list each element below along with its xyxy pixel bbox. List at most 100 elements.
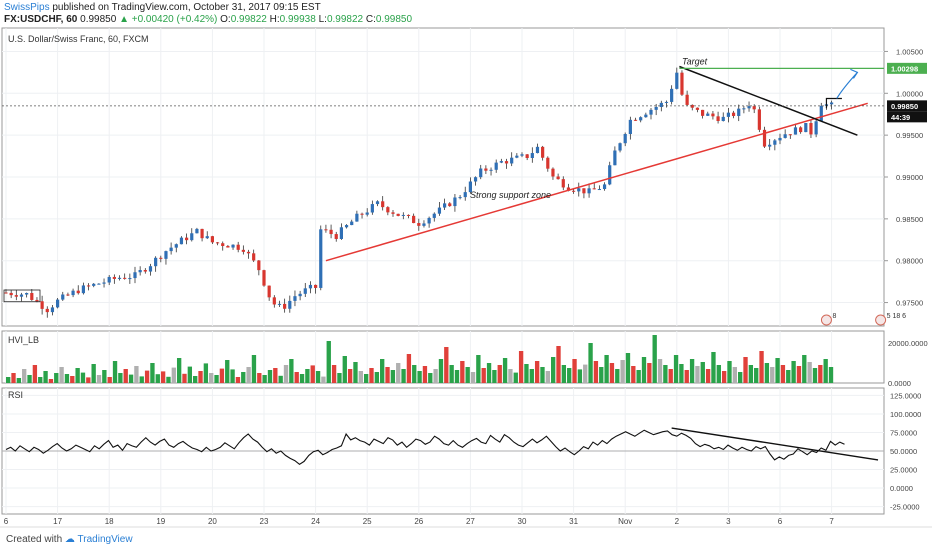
candle-body bbox=[210, 236, 214, 243]
volume-bar bbox=[80, 372, 86, 383]
candle-body bbox=[179, 237, 184, 245]
volume-bar bbox=[38, 377, 43, 383]
volume-bar bbox=[396, 363, 401, 383]
candle-body bbox=[30, 293, 34, 300]
volume-bar bbox=[497, 365, 502, 383]
volume-bar bbox=[807, 362, 812, 383]
volume-bar bbox=[6, 377, 11, 383]
volume-bar bbox=[225, 360, 230, 383]
volume-bar bbox=[572, 359, 577, 383]
candle-body bbox=[551, 168, 555, 177]
volume-bar bbox=[465, 367, 470, 383]
volume-bar bbox=[102, 370, 107, 383]
candle-body bbox=[561, 179, 565, 188]
volume-bar bbox=[754, 368, 759, 383]
volume-bar bbox=[721, 371, 727, 383]
candle-body bbox=[174, 244, 178, 248]
volume-bar bbox=[257, 373, 262, 383]
volume-bar bbox=[299, 374, 305, 383]
candle-body bbox=[752, 106, 756, 110]
tradingview-logo[interactable]: ☁ TradingView bbox=[64, 534, 133, 545]
candle-body bbox=[747, 106, 751, 109]
candle-body bbox=[783, 134, 787, 138]
volume-bar bbox=[705, 369, 711, 383]
y-tick-label: 0.99500 bbox=[896, 131, 923, 140]
volume-bar bbox=[310, 365, 315, 383]
candle-body bbox=[793, 127, 798, 135]
volume-pane[interactable] bbox=[6, 335, 834, 383]
candle-body bbox=[86, 285, 91, 287]
author-link[interactable]: SwissPips bbox=[4, 2, 50, 13]
candle-body bbox=[81, 285, 85, 294]
candle-body bbox=[778, 137, 782, 141]
low-value: 0.99822 bbox=[326, 14, 364, 25]
resistance-trendline bbox=[679, 65, 858, 136]
rsi-pane[interactable] bbox=[2, 427, 884, 465]
volume-bar bbox=[545, 371, 550, 383]
created-with: Created with bbox=[6, 534, 63, 545]
pane-frames bbox=[0, 27, 932, 528]
y-tick-label: 0.97500 bbox=[896, 299, 923, 308]
close-value: 0.99850 bbox=[375, 14, 413, 25]
candle-body bbox=[277, 303, 282, 305]
volume-bar bbox=[166, 376, 171, 383]
candle-body bbox=[535, 146, 540, 154]
rsi-line bbox=[5, 429, 845, 465]
main-pane-title: U.S. Dollar/Swiss Franc, 60, FXCM bbox=[8, 34, 149, 44]
footer: Created with ☁ TradingView bbox=[6, 534, 133, 545]
candle-body bbox=[639, 117, 643, 121]
volume-bar bbox=[764, 363, 770, 383]
symbol-label[interactable]: FX:USDCHF, 60 bbox=[4, 14, 78, 25]
volume-bar bbox=[171, 367, 176, 383]
y-tick-label: 1.00000 bbox=[896, 89, 923, 98]
candle-body bbox=[484, 168, 488, 171]
candle-body bbox=[618, 143, 622, 151]
volume-bar bbox=[449, 365, 454, 383]
x-tick-label: 6 bbox=[4, 517, 9, 526]
volume-bar bbox=[75, 368, 80, 383]
volume-bar bbox=[406, 354, 412, 383]
volume-bar bbox=[182, 373, 187, 383]
rsi-pane-title: RSI bbox=[8, 390, 23, 400]
volume-bar bbox=[107, 377, 112, 383]
volume-bar bbox=[759, 351, 764, 383]
candle-body bbox=[61, 294, 65, 300]
volume-bar bbox=[796, 366, 802, 383]
volume-bar bbox=[203, 363, 209, 383]
candle-body bbox=[504, 161, 509, 164]
volume-bar bbox=[689, 359, 695, 383]
candle-body bbox=[597, 189, 601, 191]
candle-body bbox=[463, 192, 467, 198]
volume-pane-title: HVI_LB bbox=[8, 335, 39, 345]
candle-body bbox=[4, 292, 8, 294]
volume-bar bbox=[331, 365, 337, 383]
candle-body bbox=[133, 272, 137, 279]
volume-bar bbox=[502, 358, 508, 383]
candle-body bbox=[695, 107, 700, 110]
volume-bar bbox=[417, 371, 422, 383]
candle-body bbox=[494, 162, 498, 170]
candle-body bbox=[706, 113, 710, 116]
volume-bar bbox=[326, 341, 331, 383]
candle-body bbox=[308, 284, 313, 289]
volume-bar bbox=[631, 366, 636, 383]
volume-bar bbox=[32, 365, 38, 383]
volume-bar bbox=[246, 367, 251, 383]
volume-bar bbox=[128, 374, 134, 383]
candle-body bbox=[272, 297, 276, 305]
x-tick-label: Nov bbox=[618, 517, 632, 526]
candle-body bbox=[169, 247, 173, 252]
volume-bar bbox=[540, 367, 545, 383]
grid-lines bbox=[2, 28, 884, 514]
current-price-label: 0.99850 bbox=[891, 102, 918, 111]
volume-bar bbox=[433, 369, 438, 383]
candle-body bbox=[556, 176, 560, 180]
candle-body bbox=[97, 283, 101, 285]
volume-bar bbox=[321, 376, 326, 383]
candle-body bbox=[76, 290, 80, 294]
volume-bar bbox=[652, 335, 657, 383]
candle-body bbox=[50, 307, 55, 313]
volume-bar bbox=[625, 353, 631, 383]
